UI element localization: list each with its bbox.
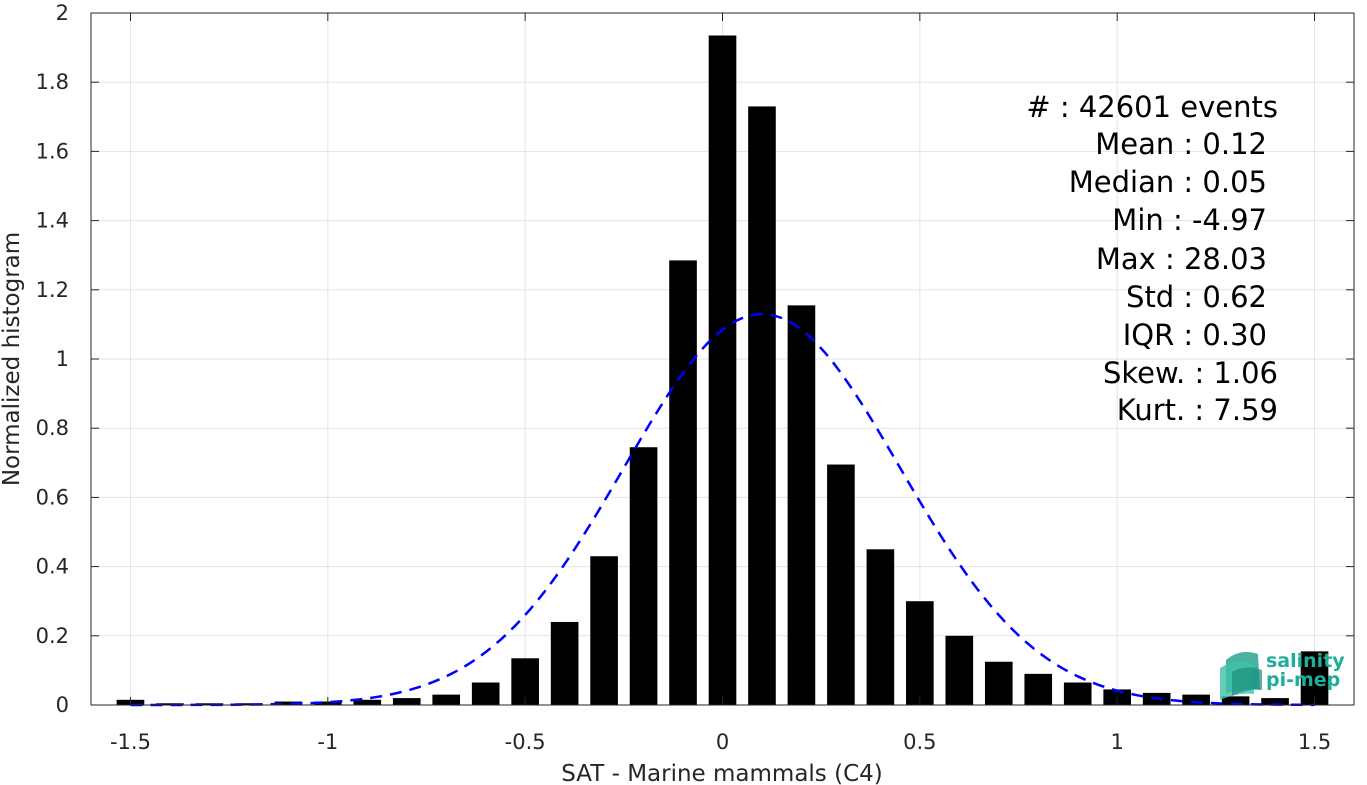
histogram-bar	[708, 35, 737, 706]
stats-iqr: IQR : 0.30	[1123, 318, 1267, 352]
y-tick-label: 1.8	[36, 70, 69, 94]
normal-fit-curve	[130, 312, 1315, 707]
histogram-bars	[116, 35, 1329, 706]
salinity-pimep-logo: salinity pi-mep	[1220, 650, 1345, 700]
histogram-bar	[748, 106, 776, 706]
x-tick-label: -1.5	[110, 730, 151, 754]
y-tick-label: 0.6	[36, 485, 69, 509]
histogram-bar	[1063, 682, 1092, 705]
logo-text-salinity: salinity	[1266, 650, 1345, 672]
x-tick-label: 0.5	[903, 730, 936, 754]
histogram-bar	[550, 621, 579, 705]
histogram-bar	[353, 699, 382, 705]
histogram-bar	[1300, 651, 1329, 705]
y-axis-title: Normalized histogram	[0, 232, 25, 486]
histogram-bar	[1261, 698, 1289, 705]
histogram-bar	[1182, 694, 1210, 705]
logo-wave-icon	[1220, 652, 1262, 700]
stats-box: # : 42601 events Mean : 0.12 Median : 0.…	[1026, 90, 1278, 427]
stats-kurt: Kurt. : 7.59	[1117, 393, 1278, 427]
y-tick-label: 0.8	[36, 416, 69, 440]
histogram-bar	[787, 305, 816, 705]
histogram-bar	[471, 682, 500, 705]
stats-skew: Skew. : 1.06	[1103, 356, 1278, 390]
histogram-bar	[669, 260, 697, 705]
histogram-bar	[866, 549, 895, 705]
stats-mean: Mean : 0.12	[1095, 127, 1267, 161]
histogram-bar	[392, 698, 421, 705]
logo-text-pimep: pi-mep	[1266, 669, 1340, 691]
histogram-bar	[235, 703, 263, 705]
histogram-bar	[945, 635, 974, 705]
histogram-bar	[432, 694, 461, 705]
y-tick-label: 2	[56, 1, 69, 25]
stats-median: Median : 0.05	[1069, 165, 1267, 199]
histogram-bar	[1221, 696, 1250, 705]
stats-min: Min : -4.97	[1112, 203, 1267, 237]
stats-max: Max : 28.03	[1096, 242, 1267, 276]
y-tick-label: 0	[56, 693, 69, 717]
histogram-bar	[195, 703, 224, 705]
x-tick-label: 1	[1111, 730, 1124, 754]
histogram-bar	[274, 701, 303, 705]
x-tick-label: -0.5	[505, 730, 546, 754]
x-tick-label: 1.5	[1298, 730, 1331, 754]
y-tick-label: 1.6	[36, 139, 69, 163]
histogram-bar	[827, 464, 855, 705]
x-tick-label: -1	[317, 730, 338, 754]
y-tick-label: 1.2	[36, 278, 69, 302]
histogram-bar	[984, 661, 1013, 705]
histogram-bar	[590, 556, 618, 705]
y-tick-label: 1	[56, 347, 69, 371]
x-tick-label: 0	[716, 730, 729, 754]
histogram-bar	[156, 703, 184, 705]
y-tick-label: 0.2	[36, 624, 69, 648]
x-axis-ticks: -1.5 -1 -0.5 0 0.5 1 1.5	[110, 13, 1331, 754]
stats-std: Std : 0.62	[1126, 280, 1267, 314]
histogram-bar	[906, 601, 934, 705]
histogram-bar	[1024, 673, 1053, 705]
y-tick-label: 1.4	[36, 209, 69, 233]
x-axis-title: SAT - Marine mammals (C4)	[561, 761, 883, 785]
y-tick-label: 0.4	[36, 555, 69, 579]
stats-events: # : 42601 events	[1026, 90, 1278, 124]
y-axis-ticks: 0 0.2 0.4 0.6 0.8 1 1.2 1.4 1.6 1.8 2	[36, 1, 1354, 717]
histogram-bar	[629, 447, 658, 705]
